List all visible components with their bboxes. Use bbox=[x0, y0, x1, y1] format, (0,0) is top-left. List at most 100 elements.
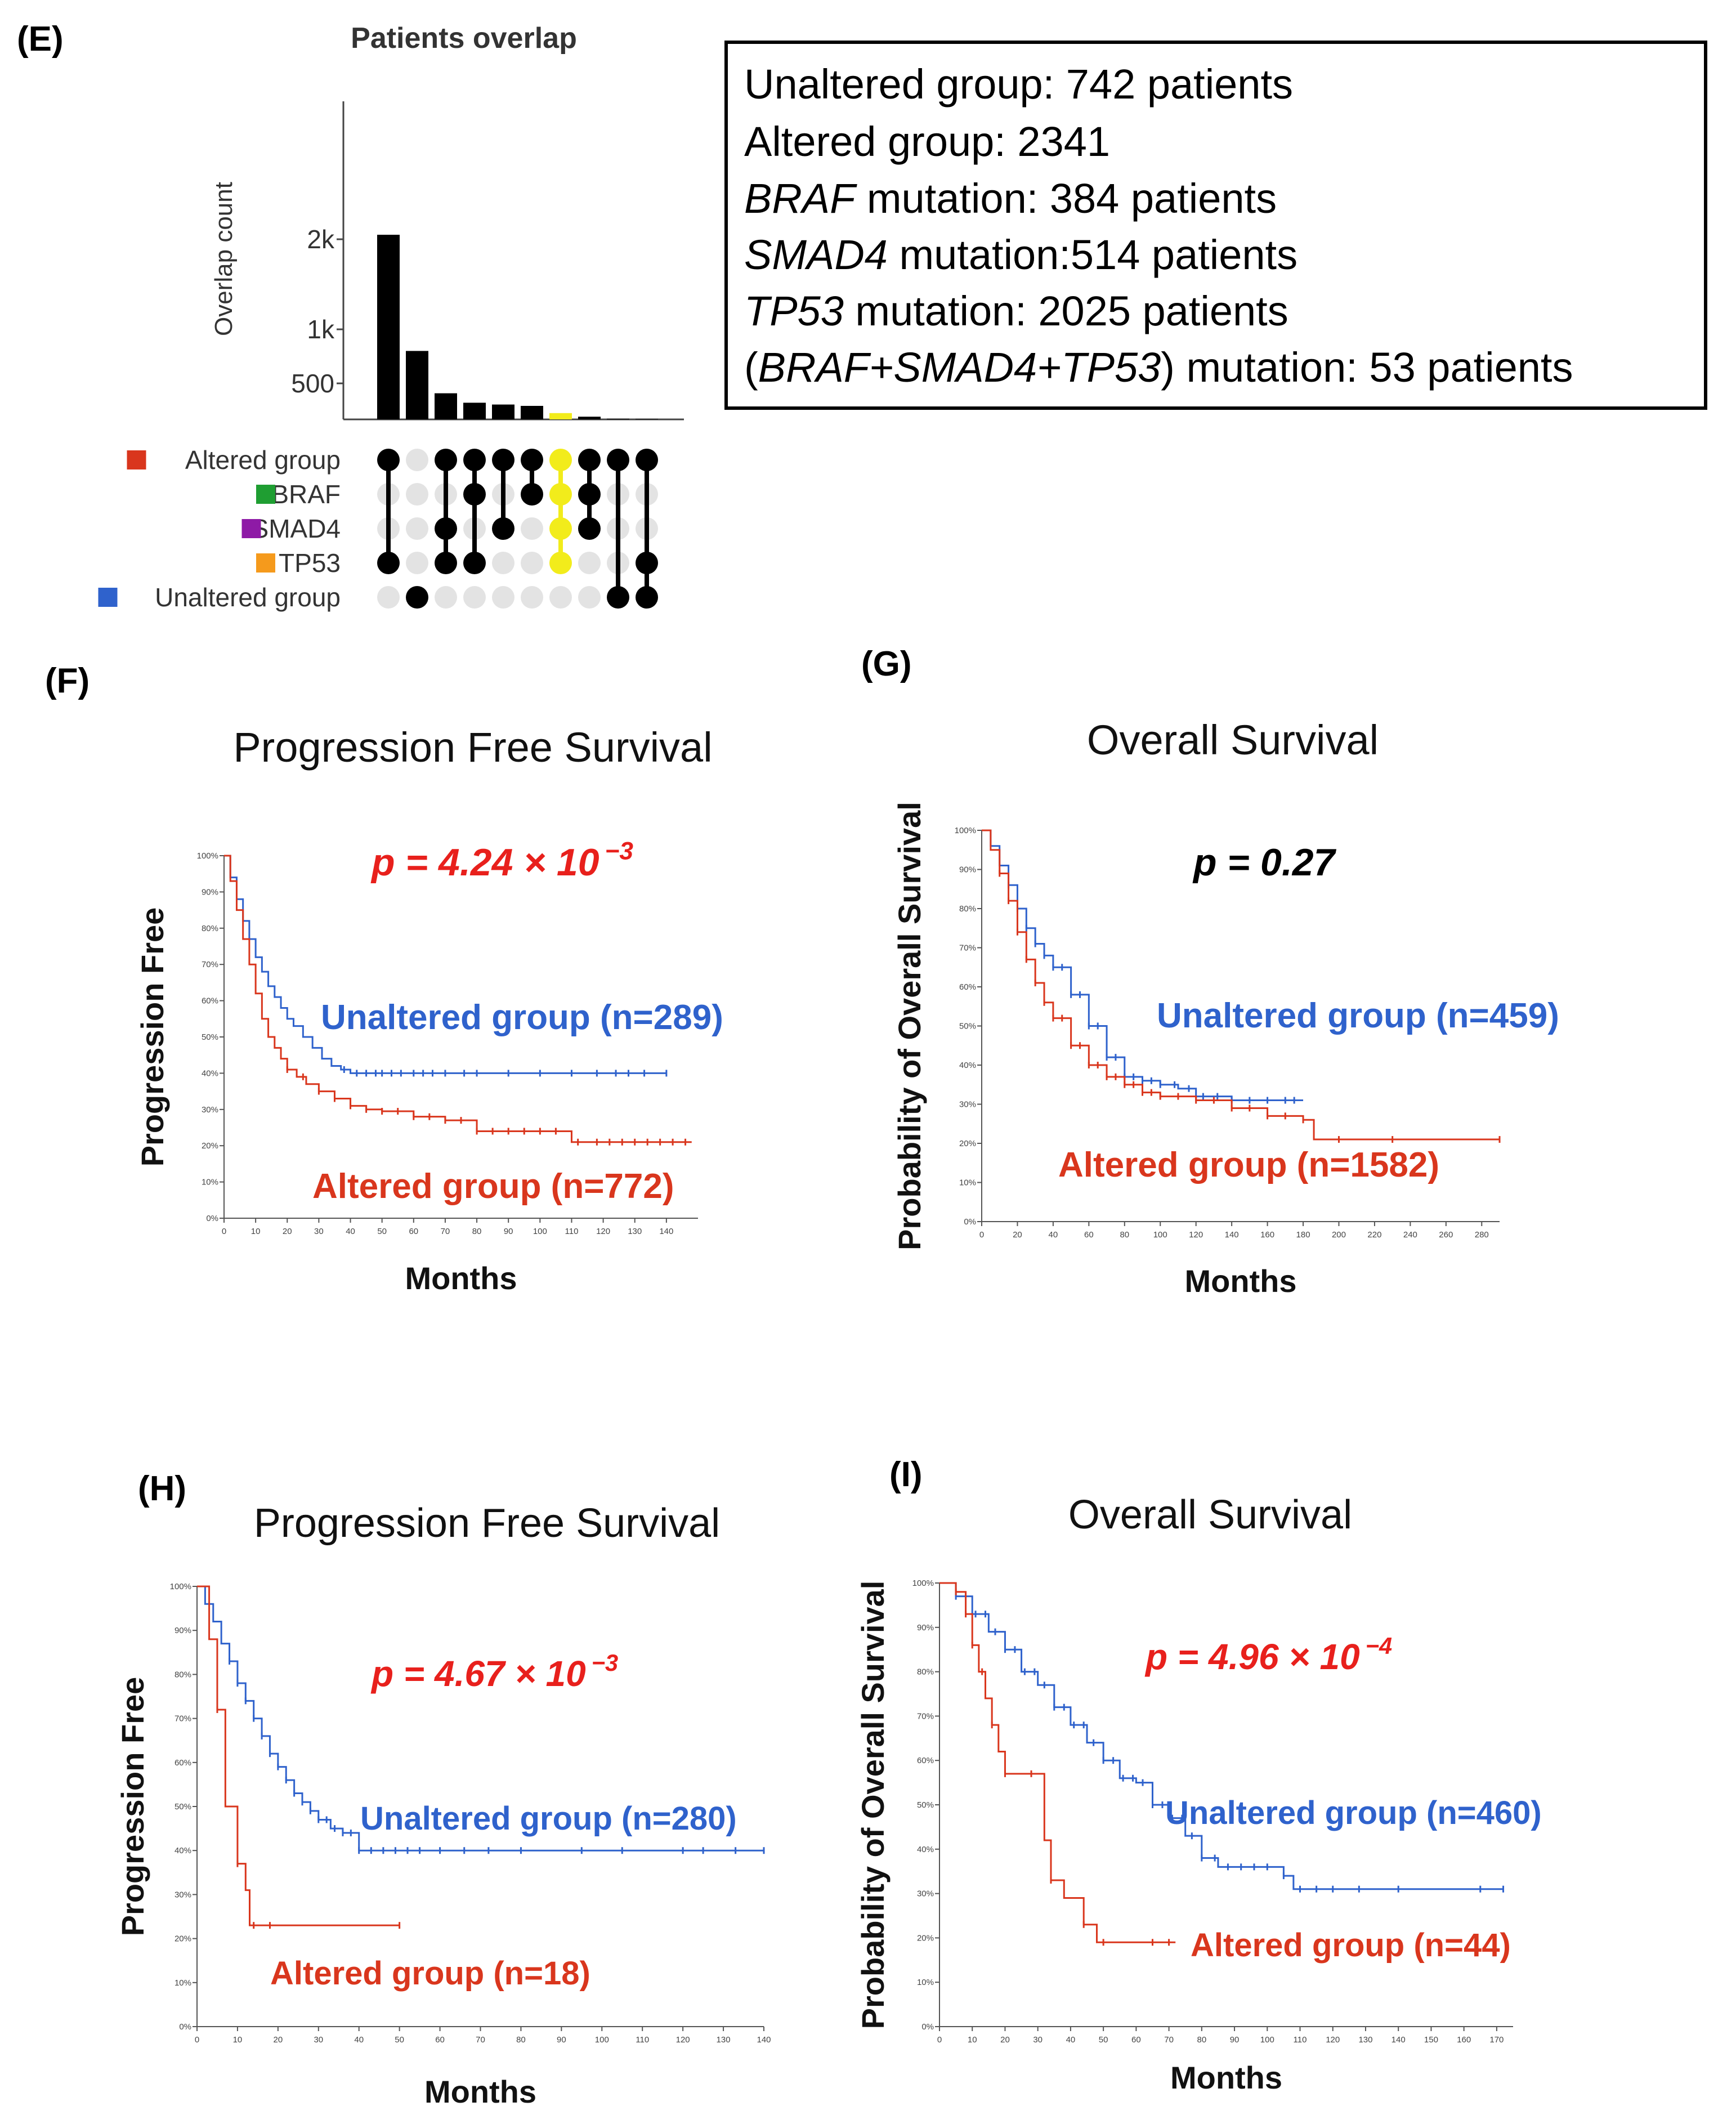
upset-dot-filled bbox=[463, 449, 486, 471]
upset-dot-filled bbox=[435, 449, 457, 471]
upset-bar bbox=[463, 403, 486, 419]
p-value: p = 4.24 × 10 −3 bbox=[370, 837, 633, 884]
upset-ylabel: Overlap count bbox=[210, 182, 238, 336]
summary-line-tp53: TP53 mutation: 2025 patients bbox=[744, 288, 1288, 334]
p-value-exponent: −3 bbox=[592, 1649, 618, 1676]
x-tick-label: 200 bbox=[1332, 1230, 1346, 1240]
upset-dot-filled bbox=[549, 449, 572, 471]
upset-dot-filled bbox=[435, 552, 457, 574]
x-tick-label: 110 bbox=[1294, 2035, 1307, 2045]
x-tick-label: 50 bbox=[395, 2035, 404, 2045]
y-tick-label: 80% bbox=[959, 904, 976, 914]
y-tick-label: 10% bbox=[959, 1178, 976, 1188]
upset-dot-empty bbox=[521, 586, 543, 609]
altered-group-label: Altered group (n=44) bbox=[1191, 1927, 1511, 1964]
x-tick-label: 40 bbox=[346, 1227, 355, 1236]
y-axis-label: Probability of Overall Survival bbox=[892, 802, 927, 1250]
y-tick-label: 70% bbox=[202, 960, 218, 969]
upset-dot-empty bbox=[406, 552, 428, 574]
summary-border bbox=[724, 41, 1707, 410]
y-tick-label: 80% bbox=[917, 1667, 934, 1677]
x-tick-label: 140 bbox=[659, 1227, 673, 1236]
smad4-count: mutation:514 patients bbox=[888, 231, 1297, 278]
x-tick-label: 0 bbox=[937, 2035, 942, 2045]
x-tick-label: 260 bbox=[1439, 1230, 1453, 1240]
x-tick-label: 0 bbox=[222, 1227, 226, 1236]
summary-line-smad4: SMAD4 mutation:514 patients bbox=[744, 231, 1297, 278]
p-value: p = 0.27 bbox=[1192, 841, 1337, 884]
upset-bar bbox=[549, 413, 572, 419]
x-tick-label: 150 bbox=[1424, 2035, 1438, 2045]
y-tick-label: 100% bbox=[197, 851, 218, 861]
upset-dot-filled bbox=[578, 483, 601, 506]
x-tick-label: 140 bbox=[1392, 2035, 1406, 2045]
upset-dot-filled bbox=[549, 552, 572, 574]
x-axis-label: Months bbox=[405, 1260, 517, 1296]
upset-title: Patients overlap bbox=[351, 22, 577, 55]
upset-dot-filled bbox=[521, 449, 543, 471]
upset-dot-empty bbox=[435, 586, 457, 609]
gene-tp53: TP53 bbox=[744, 288, 844, 334]
upset-dot-empty bbox=[578, 552, 601, 574]
upset-bar bbox=[521, 406, 543, 419]
x-tick-label: 240 bbox=[1403, 1230, 1417, 1240]
x-tick-label: 280 bbox=[1475, 1230, 1489, 1240]
paren-open: ( bbox=[744, 344, 758, 391]
upset-dot-empty bbox=[406, 483, 428, 506]
x-tick-label: 0 bbox=[195, 2035, 199, 2045]
p-value: p = 4.96 × 10 −4 bbox=[1144, 1633, 1392, 1677]
x-axis-label: Months bbox=[424, 2074, 536, 2109]
x-tick-label: 90 bbox=[504, 1227, 513, 1236]
upset-dot-filled bbox=[578, 517, 601, 540]
upset-set-swatch bbox=[98, 588, 118, 607]
panel-letter: (F) bbox=[45, 661, 90, 700]
upset-set-swatch bbox=[256, 485, 275, 504]
upset-dot-filled bbox=[636, 449, 658, 471]
y-tick-label: 30% bbox=[917, 1889, 934, 1899]
upset-dot-filled bbox=[521, 483, 543, 506]
y-tick-label: 60% bbox=[202, 996, 218, 1006]
braf-count: mutation: 384 patients bbox=[855, 175, 1277, 222]
x-tick-label: 120 bbox=[676, 2035, 690, 2045]
upset-dot-empty bbox=[463, 586, 486, 609]
p-value-base: p = 4.24 × 10 bbox=[370, 841, 599, 884]
upset-dot-empty bbox=[406, 449, 428, 471]
upset-dot-filled bbox=[492, 517, 514, 540]
y-tick-label: 50% bbox=[959, 1022, 976, 1031]
x-tick-label: 60 bbox=[1084, 1230, 1094, 1240]
upset-dot-filled bbox=[636, 552, 658, 574]
upset-bar bbox=[578, 417, 601, 419]
upset-set-legend: Altered group BRAF SMAD4 TP53 Unaltered grou… bbox=[98, 445, 341, 612]
km-panel-h: (H) Progression Free Survival 0% 10% 20% 30% 4… bbox=[115, 1469, 771, 2109]
upset-dot-filled bbox=[435, 517, 457, 540]
x-tick-label: 140 bbox=[757, 2035, 771, 2045]
x-tick-label: 60 bbox=[409, 1227, 418, 1236]
combo-count: ) mutation: 53 patients bbox=[1161, 344, 1573, 391]
y-tick-label: 100% bbox=[170, 1582, 191, 1591]
x-tick-label: 80 bbox=[1120, 1230, 1129, 1240]
upset-y-tick-label: 1k bbox=[307, 315, 335, 344]
unaltered-curve bbox=[939, 1582, 1504, 1890]
upset-set-label: Unaltered group bbox=[155, 583, 341, 612]
altered-group-label: Altered group (n=772) bbox=[312, 1167, 674, 1206]
y-tick-label: 60% bbox=[917, 1756, 934, 1765]
unaltered-curve bbox=[224, 855, 666, 1074]
x-tick-label: 160 bbox=[1260, 1230, 1274, 1240]
altered-group-label: Altered group (n=1582) bbox=[1058, 1146, 1439, 1184]
y-tick-label: 100% bbox=[955, 826, 976, 835]
panel-letter: (I) bbox=[889, 1455, 923, 1494]
y-tick-label: 50% bbox=[917, 1800, 934, 1810]
upset-dot-filled bbox=[607, 449, 629, 471]
y-tick-label: 50% bbox=[202, 1032, 218, 1042]
summary-line-altered: Altered group: 2341 bbox=[744, 118, 1110, 165]
x-tick-label: 180 bbox=[1296, 1230, 1310, 1240]
summary-box: Unaltered group: 742 patients Altered gr… bbox=[724, 41, 1707, 410]
y-tick-label: 90% bbox=[202, 887, 218, 897]
unaltered-group-label: Unaltered group (n=289) bbox=[321, 998, 723, 1037]
upset-dot-empty bbox=[549, 586, 572, 609]
x-axis-label: Months bbox=[1170, 2060, 1282, 2095]
x-tick-label: 30 bbox=[1033, 2035, 1043, 2045]
upset-axis: 2k 1k 500 bbox=[291, 101, 684, 421]
upset-dot-filled bbox=[492, 449, 514, 471]
y-tick-label: 30% bbox=[175, 1890, 191, 1899]
